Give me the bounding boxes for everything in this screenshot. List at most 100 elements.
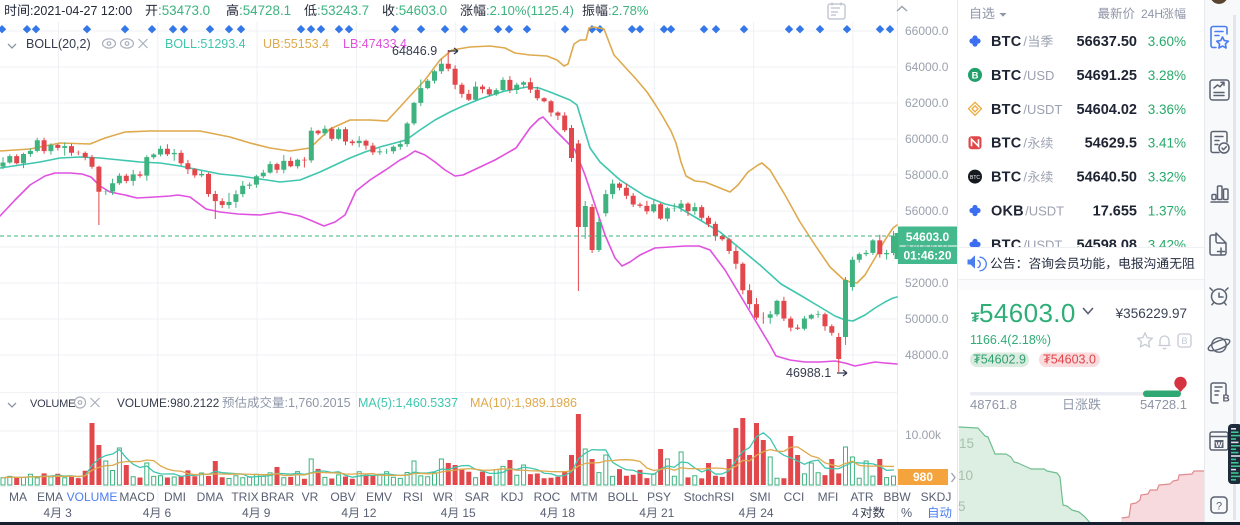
svg-text::54603.0: :54603.0 [395, 3, 447, 18]
svg-text::53243.7: :53243.7 [317, 3, 369, 18]
svg-text:RSI: RSI [403, 490, 423, 504]
svg-text:24H: 24H [1141, 7, 1163, 21]
svg-text:01:46:20: 01:46:20 [903, 249, 951, 263]
svg-text:15: 15 [959, 436, 974, 451]
svg-text:1.37%: 1.37% [1148, 204, 1186, 219]
svg-text:ROC: ROC [534, 490, 561, 504]
svg-text:%: % [901, 506, 912, 520]
svg-text:B: B [1223, 394, 1230, 405]
svg-text:LB:47433.4: LB:47433.4 [343, 37, 407, 51]
svg-text:48000.0: 48000.0 [905, 348, 949, 362]
svg-text:5: 5 [958, 499, 966, 514]
svg-text:BBW: BBW [883, 490, 911, 504]
svg-text:MA(5):1,460.5337: MA(5):1,460.5337 [358, 396, 458, 410]
svg-text:66000.0: 66000.0 [905, 24, 949, 38]
svg-text:56637.50: 56637.50 [1077, 34, 1137, 50]
svg-text:OKB: OKB [991, 204, 1024, 220]
svg-text:3.32%: 3.32% [1148, 170, 1186, 185]
svg-text:BTC: BTC [991, 102, 1022, 118]
svg-text:BOLL: BOLL [608, 490, 639, 504]
svg-text:BRAR: BRAR [261, 490, 295, 504]
svg-text:64846.9: 64846.9 [392, 44, 437, 58]
svg-text:StochRSI: StochRSI [684, 490, 735, 504]
svg-text:1166.4(2.18%): 1166.4(2.18%) [970, 333, 1051, 347]
svg-text:BOLL:51293.4: BOLL:51293.4 [165, 37, 246, 51]
svg-text:58000.0: 58000.0 [905, 168, 949, 182]
svg-text:3.41%: 3.41% [1148, 136, 1186, 151]
svg-text:BTC: BTC [991, 34, 1022, 50]
svg-text:TRIX: TRIX [231, 490, 258, 504]
svg-text:BTC: BTC [970, 175, 980, 181]
svg-text:BOLL(20,2): BOLL(20,2) [26, 37, 91, 51]
svg-text:VOLUME: VOLUME [30, 398, 75, 410]
svg-text:17.655: 17.655 [1093, 204, 1137, 220]
svg-text:MTM: MTM [570, 490, 597, 504]
svg-text:10: 10 [958, 468, 973, 483]
svg-text:52000.0: 52000.0 [905, 276, 949, 290]
svg-text:EMV: EMV [366, 490, 392, 504]
svg-text:₮54602.9: ₮54602.9 [973, 353, 1026, 367]
svg-text:3.28%: 3.28% [1148, 68, 1186, 83]
svg-text:9: 9 [264, 506, 271, 520]
svg-text:MA: MA [9, 490, 27, 504]
svg-text::54728.1: :54728.1 [239, 3, 291, 18]
svg-text:54604.02: 54604.02 [1077, 102, 1137, 118]
svg-text:VOLUME: VOLUME [67, 490, 118, 504]
svg-text:3.36%: 3.36% [1148, 102, 1186, 117]
svg-text:CCI: CCI [784, 490, 805, 504]
svg-text:56000.0: 56000.0 [905, 204, 949, 218]
svg-text:46988.1: 46988.1 [786, 366, 831, 380]
svg-text:MACD: MACD [119, 490, 155, 504]
svg-text:54629.5: 54629.5 [1085, 136, 1137, 152]
svg-text:60000.0: 60000.0 [905, 132, 949, 146]
svg-text:/: / [1023, 34, 1027, 49]
svg-text::1,760.2015: :1,760.2015 [285, 396, 351, 410]
svg-text:/: / [1023, 136, 1027, 151]
svg-text::53473.0: :53473.0 [158, 3, 210, 18]
svg-text:EMA: EMA [37, 490, 63, 504]
svg-text:48761.8: 48761.8 [970, 397, 1017, 412]
svg-text:OBV: OBV [330, 490, 355, 504]
svg-text:DMA: DMA [197, 490, 224, 504]
svg-text:50000.0: 50000.0 [905, 312, 949, 326]
svg-text:/USD: /USD [1023, 68, 1054, 83]
svg-text:W: W [1215, 440, 1223, 449]
svg-text:BTC: BTC [991, 68, 1022, 84]
svg-text:54603.0: 54603.0 [979, 298, 1076, 328]
svg-text:ATR: ATR [850, 490, 873, 504]
svg-text::2021-04-27 12:00: :2021-04-27 12:00 [30, 4, 132, 18]
svg-text:DMI: DMI [164, 490, 186, 504]
svg-text:54603.0: 54603.0 [906, 230, 950, 244]
svg-text:62000.0: 62000.0 [905, 96, 949, 110]
svg-text:SMI: SMI [749, 490, 770, 504]
svg-text:VOLUME:980.2122: VOLUME:980.2122 [117, 396, 219, 410]
svg-text:PSY: PSY [647, 490, 671, 504]
svg-text:VR: VR [302, 490, 319, 504]
svg-text:54691.25: 54691.25 [1077, 68, 1137, 84]
svg-text:MFI: MFI [818, 490, 839, 504]
svg-text:12: 12 [363, 506, 377, 520]
svg-text:/: / [1023, 170, 1027, 185]
svg-text:18: 18 [562, 506, 576, 520]
svg-text:¥356229.97: ¥356229.97 [1115, 306, 1187, 321]
svg-text:54728.1: 54728.1 [1140, 397, 1187, 412]
svg-text:KDJ: KDJ [501, 490, 524, 504]
svg-text:₮: ₮ [971, 309, 980, 325]
svg-text:MA(10):1,989.1986: MA(10):1,989.1986 [470, 396, 577, 410]
svg-text:₮54603.0: ₮54603.0 [1043, 353, 1096, 367]
svg-text:?: ? [1216, 501, 1222, 513]
svg-text:BTC: BTC [991, 136, 1022, 152]
svg-text:24: 24 [760, 506, 774, 520]
svg-text:B: B [972, 70, 979, 81]
svg-text:3: 3 [65, 506, 72, 520]
svg-text:10.00k: 10.00k [905, 428, 942, 442]
svg-text:6: 6 [164, 506, 171, 520]
svg-text:/USDT: /USDT [1023, 102, 1062, 117]
svg-text:SAR: SAR [465, 490, 490, 504]
svg-text:980: 980 [913, 470, 933, 484]
svg-text:/USDT: /USDT [1025, 204, 1064, 219]
svg-text::2.10%(1125.4): :2.10%(1125.4) [486, 3, 574, 18]
svg-text:BTC: BTC [991, 170, 1022, 186]
svg-text:15: 15 [462, 506, 476, 520]
svg-text:UB:55153.4: UB:55153.4 [263, 37, 329, 51]
